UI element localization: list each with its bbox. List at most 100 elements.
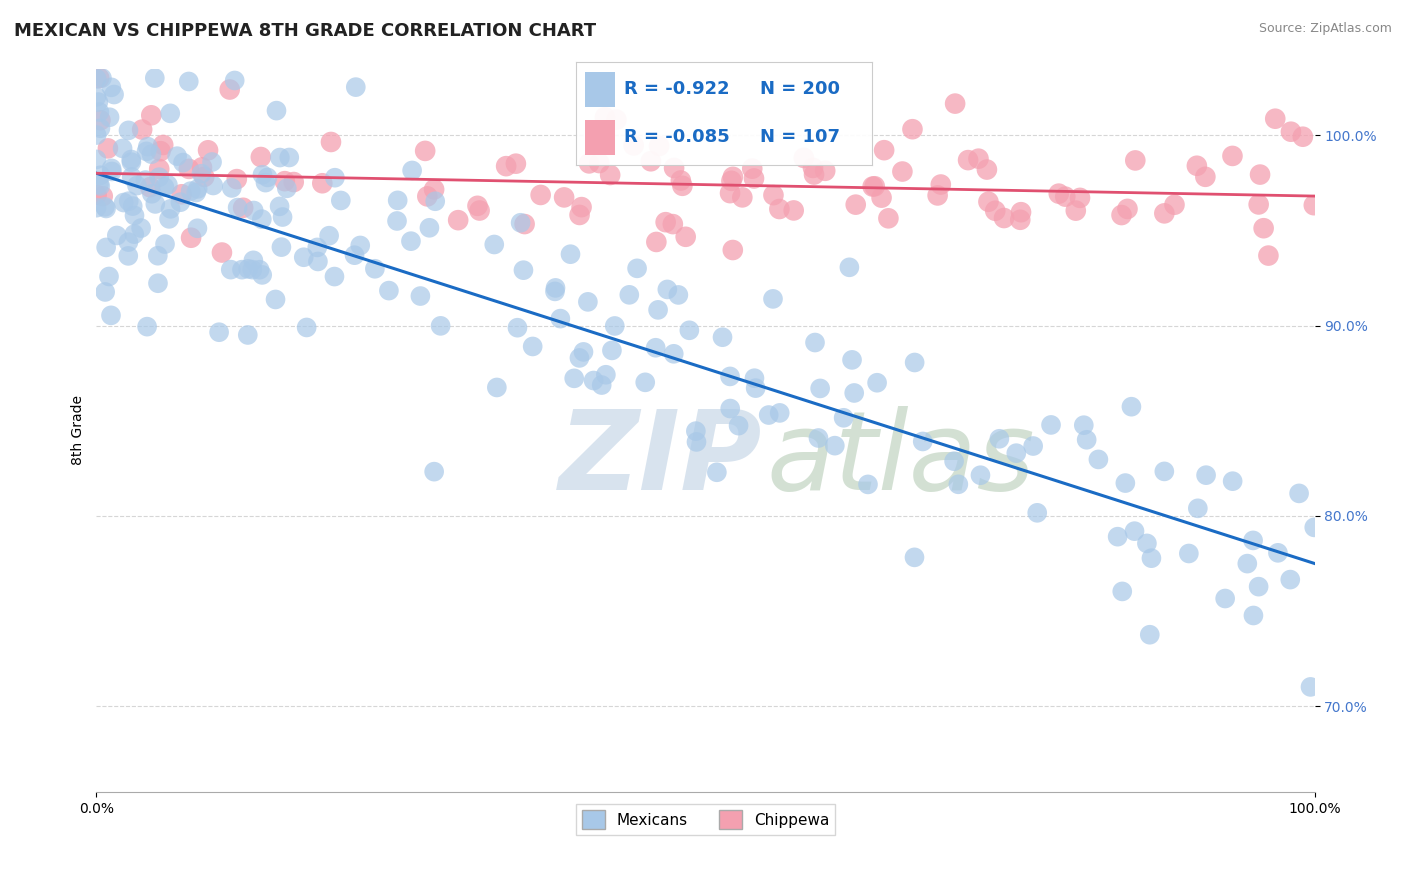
Point bbox=[197, 143, 219, 157]
Point bbox=[344, 80, 367, 95]
Point bbox=[544, 285, 567, 299]
Point bbox=[156, 178, 179, 192]
Point bbox=[122, 227, 145, 242]
Point bbox=[101, 164, 124, 178]
Point bbox=[718, 401, 741, 416]
Point bbox=[522, 339, 544, 353]
Point bbox=[758, 408, 780, 422]
Point bbox=[86, 71, 108, 86]
Point bbox=[292, 250, 315, 264]
Point bbox=[236, 328, 259, 343]
Point bbox=[1111, 208, 1133, 222]
Point bbox=[87, 95, 110, 109]
Point bbox=[159, 106, 181, 120]
Point bbox=[124, 209, 146, 223]
Point bbox=[311, 176, 333, 190]
Point bbox=[1069, 191, 1091, 205]
Point bbox=[801, 161, 824, 175]
Point bbox=[605, 112, 627, 127]
Point bbox=[506, 320, 529, 334]
Point bbox=[943, 96, 966, 111]
Point bbox=[1257, 249, 1279, 263]
Point bbox=[148, 161, 170, 176]
Point bbox=[744, 371, 766, 385]
Point bbox=[1026, 506, 1049, 520]
Point bbox=[112, 195, 135, 210]
Point bbox=[97, 141, 120, 155]
Point bbox=[423, 182, 446, 196]
Point bbox=[513, 217, 536, 231]
Point bbox=[1253, 221, 1275, 235]
Point bbox=[219, 262, 242, 277]
Point bbox=[832, 410, 855, 425]
Point bbox=[89, 121, 111, 136]
Point bbox=[623, 138, 645, 153]
Point bbox=[117, 235, 139, 249]
Point bbox=[153, 237, 176, 252]
Point bbox=[413, 144, 436, 158]
Point bbox=[669, 173, 692, 187]
Point bbox=[323, 170, 346, 185]
Point bbox=[891, 164, 914, 178]
Point bbox=[662, 217, 685, 231]
Point bbox=[662, 161, 685, 175]
Point bbox=[177, 161, 200, 176]
Point bbox=[1241, 608, 1264, 623]
Point bbox=[152, 137, 174, 152]
Point bbox=[307, 254, 329, 268]
Point bbox=[1279, 125, 1302, 139]
Point bbox=[231, 262, 253, 277]
Point bbox=[1288, 486, 1310, 500]
Point bbox=[544, 281, 567, 295]
Point bbox=[644, 341, 666, 355]
Point bbox=[808, 381, 831, 395]
Point bbox=[838, 260, 860, 275]
Point bbox=[447, 213, 470, 227]
Point bbox=[1022, 439, 1045, 453]
Point bbox=[685, 424, 707, 438]
Point bbox=[264, 293, 287, 307]
Point bbox=[1279, 573, 1302, 587]
Point bbox=[1292, 129, 1315, 144]
Point bbox=[568, 351, 591, 365]
Point bbox=[159, 202, 181, 216]
Point bbox=[307, 240, 329, 254]
Point bbox=[844, 386, 866, 401]
Point bbox=[86, 128, 108, 142]
Point bbox=[202, 178, 225, 193]
Point bbox=[98, 269, 121, 284]
Point bbox=[232, 201, 254, 215]
Point bbox=[91, 70, 114, 85]
Point bbox=[136, 319, 159, 334]
Point bbox=[645, 235, 668, 249]
Point bbox=[721, 243, 744, 257]
Point bbox=[1213, 591, 1236, 606]
Point bbox=[141, 147, 163, 161]
Point bbox=[685, 434, 707, 449]
Point bbox=[186, 186, 208, 200]
Point bbox=[468, 203, 491, 218]
Point bbox=[250, 212, 273, 227]
Point bbox=[269, 199, 291, 213]
Point bbox=[862, 179, 884, 194]
Point bbox=[274, 174, 297, 188]
Point bbox=[89, 70, 111, 85]
Point bbox=[706, 465, 728, 479]
Point bbox=[711, 330, 734, 344]
Point bbox=[762, 292, 785, 306]
Point bbox=[429, 318, 451, 333]
Point bbox=[1264, 112, 1286, 126]
Point bbox=[993, 211, 1015, 225]
Point bbox=[727, 418, 749, 433]
Point bbox=[1111, 584, 1133, 599]
Point bbox=[866, 376, 889, 390]
Point bbox=[572, 345, 595, 359]
Point bbox=[1140, 551, 1163, 566]
Point bbox=[271, 210, 294, 224]
Point bbox=[387, 194, 409, 208]
Point bbox=[626, 261, 648, 276]
Point bbox=[94, 202, 117, 216]
Point bbox=[467, 199, 489, 213]
Point bbox=[1121, 400, 1143, 414]
Point bbox=[318, 228, 340, 243]
